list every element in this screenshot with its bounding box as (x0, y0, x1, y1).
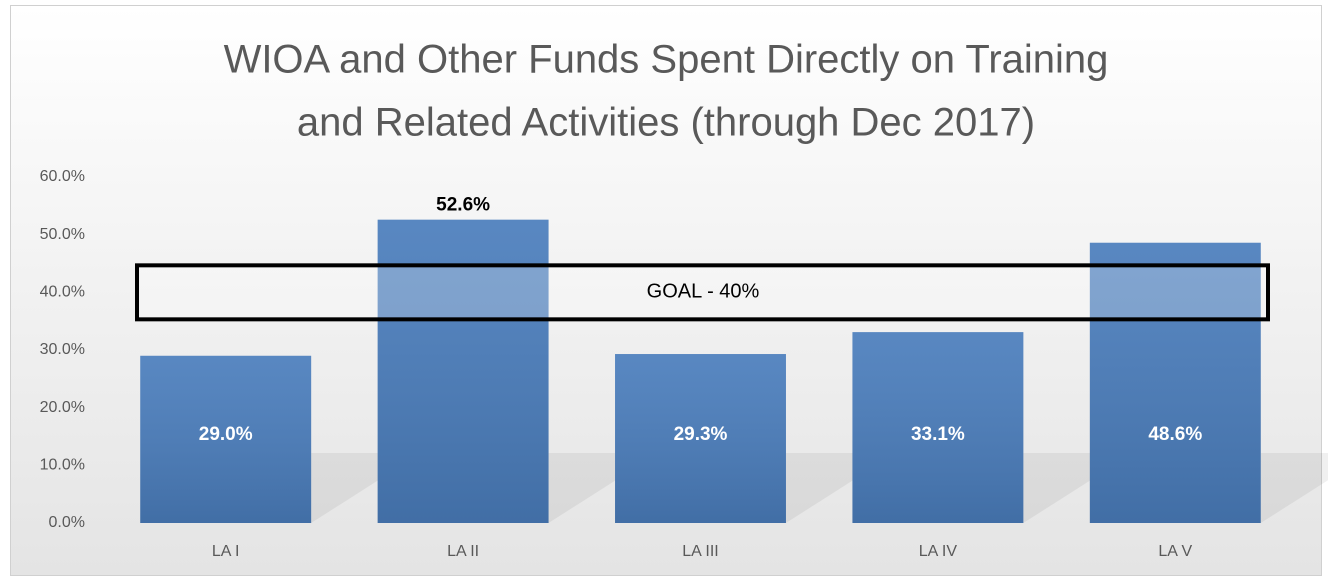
x-tick-label: LA IV (919, 543, 958, 560)
x-tick-label: LA III (682, 543, 718, 560)
bar-shade (377, 219, 549, 523)
bar-shade (615, 354, 786, 523)
bar-shadow (1260, 453, 1328, 523)
chart-title: WIOA and Other Funds Spent Directly on T… (224, 38, 1109, 82)
value-label: 29.0% (199, 424, 253, 445)
chart-title: and Related Activities (through Dec 2017… (297, 101, 1035, 145)
y-tick-label: 20.0% (40, 399, 85, 416)
bar-shade (1089, 242, 1261, 524)
y-tick-label: 10.0% (40, 457, 85, 474)
goal-box (135, 263, 1270, 322)
value-label: 29.3% (674, 424, 728, 445)
value-label: 52.6% (436, 195, 490, 216)
y-tick-label: 40.0% (40, 284, 85, 301)
y-tick-label: 60.0% (40, 168, 85, 185)
value-label: 33.1% (911, 424, 965, 445)
y-tick-label: 0.0% (49, 514, 85, 531)
bar-shade (140, 355, 312, 523)
x-tick-label: LA I (212, 543, 240, 560)
y-tick-label: 30.0% (40, 341, 85, 358)
goal-label: GOAL - 40% (647, 281, 760, 303)
x-tick-label: LA V (1158, 543, 1192, 560)
x-tick-label: LA II (447, 543, 479, 560)
y-tick-label: 50.0% (40, 226, 85, 243)
value-label: 48.6% (1148, 424, 1202, 445)
bar-shade (852, 332, 1024, 523)
